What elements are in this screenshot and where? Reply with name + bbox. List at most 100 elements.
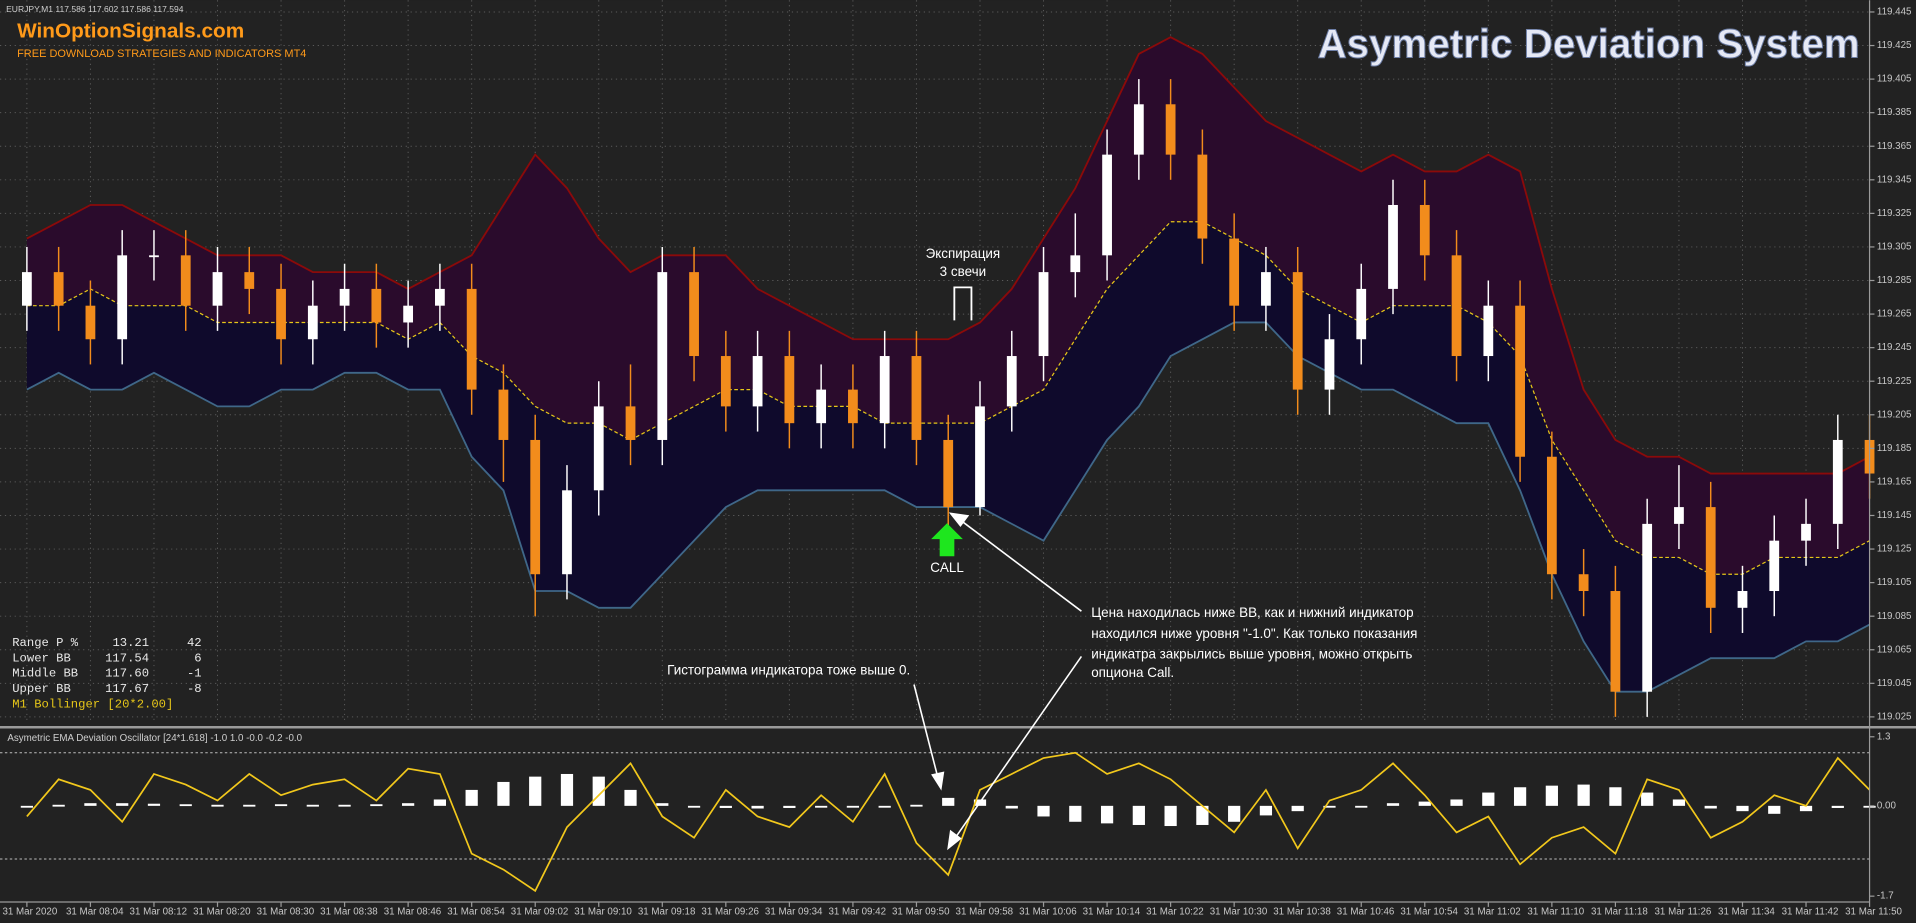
histogram-bar [1672, 799, 1686, 806]
arrow [952, 655, 1083, 842]
candle-body [879, 356, 890, 424]
y-tick-label: 119.245 [1877, 342, 1912, 353]
histogram-bar [1799, 805, 1813, 812]
x-tick-label: 31 Mar 09:50 [892, 906, 950, 917]
x-tick-label: 31 Mar 08:20 [193, 906, 251, 917]
histogram-bar [1259, 805, 1273, 816]
candle-body [1515, 305, 1525, 457]
candle-body [1832, 439, 1843, 524]
info-label: Upper BB [12, 682, 71, 696]
y-tick-label: 119.325 [1877, 208, 1912, 219]
call-arrow [931, 523, 963, 557]
y-tick-label: 119.225 [1877, 376, 1912, 387]
histogram-bar [1482, 792, 1495, 806]
histogram-bar [338, 804, 351, 807]
histogram-bar [1736, 805, 1749, 812]
candle-body [1102, 154, 1112, 256]
candle-body [1483, 305, 1494, 357]
candle-body [1261, 272, 1271, 306]
histogram-bar [878, 805, 891, 808]
histogram-bar [624, 789, 637, 806]
histogram-bar [719, 805, 732, 808]
explanation-line: индикатра закрылись выше уровня, можно о… [1091, 647, 1412, 662]
histogram-bar [910, 804, 923, 807]
candle-body [689, 272, 699, 357]
x-tick-label: 31 Mar 08:12 [130, 906, 188, 917]
axes [0, 0, 1916, 903]
x-tick-label: 31 Mar 08:38 [320, 906, 378, 917]
info-change: -8 [187, 682, 202, 696]
candle-body [657, 272, 668, 440]
x-tick-label: 31 Mar 09:18 [638, 906, 696, 917]
expiration-bracket [953, 286, 973, 321]
candle-body [530, 439, 541, 575]
candle-body [435, 288, 445, 306]
candle-body [117, 255, 128, 340]
histogram-bar [1418, 801, 1431, 806]
x-tick-label: 31 Mar 09:26 [701, 906, 759, 917]
info-label: Middle BB [12, 667, 78, 681]
x-tick-label: 31 Mar 11:42 [1782, 906, 1839, 917]
x-tick-label: 31 Mar 11:50 [1845, 906, 1902, 917]
candle-body [784, 356, 795, 424]
histogram-bar [370, 804, 383, 807]
candle-body [1133, 104, 1144, 155]
y-tick-label: 119.365 [1877, 141, 1912, 152]
candle-body [625, 406, 636, 440]
histogram-bar [402, 803, 415, 806]
candle-body [848, 389, 858, 424]
histogram-bar [1545, 785, 1558, 806]
candle-body [562, 490, 572, 575]
title: Asymetric Deviation System [1318, 20, 1860, 66]
candle-body [1546, 456, 1557, 575]
candle-body [1610, 591, 1621, 692]
x-tick-label: 31 Mar 09:10 [574, 906, 632, 917]
x-tick-label: 31 Mar 10:14 [1083, 906, 1141, 917]
candle-body [1578, 574, 1589, 592]
histogram-bar [1355, 805, 1368, 808]
x-tick-label: 31 Mar 11:10 [1527, 906, 1584, 917]
x-tick-label: 31 Mar 10:46 [1337, 906, 1395, 917]
histogram-bar [1037, 805, 1050, 817]
oscillator-panel [0, 751, 1876, 893]
band-fill-upper [26, 37, 1870, 575]
arrow-head [931, 771, 945, 791]
histogram-bar [84, 803, 97, 806]
histogram-bar [1831, 805, 1844, 808]
x-tick-label: 31 Mar 11:02 [1464, 906, 1521, 917]
arrow-head [948, 512, 970, 527]
x-tick-label: 31 Mar 11:18 [1591, 906, 1648, 917]
tagline: FREE DOWNLOAD STRATEGIES AND INDICATORS … [17, 48, 306, 60]
histogram-bar [1228, 805, 1241, 822]
candle-body [371, 288, 382, 323]
candle-body [1070, 255, 1081, 273]
histogram-bar [846, 805, 860, 808]
x-tick-label: 31 Mar 11:34 [1718, 906, 1775, 917]
candle-body [720, 356, 731, 407]
x-tick-label: 31 Mar 10:30 [1210, 906, 1268, 917]
candle-body [1038, 272, 1049, 357]
x-tick-label: 31 Mar 10:54 [1400, 906, 1458, 917]
x-tick-label: 31 Mar 10:22 [1146, 906, 1204, 917]
histogram-bar [116, 803, 129, 806]
histogram-bar [1164, 805, 1177, 827]
candle-body [1006, 356, 1017, 407]
candle-body [975, 406, 985, 508]
x-tick-label: 31 Mar 10:06 [1019, 906, 1077, 917]
candle-body [180, 255, 191, 306]
y-tick-label: 119.065 [1877, 644, 1912, 655]
histogram-bar [179, 804, 192, 807]
y-tick-label: 119.305 [1877, 242, 1912, 253]
histogram-bar [465, 789, 478, 806]
x-tick-label: 31 Mar 09:02 [511, 906, 569, 917]
histogram-bar [52, 804, 65, 807]
histogram-note: Гистограмма индикатора тоже выше 0. [667, 663, 910, 678]
x-tick-label: 31 Mar 11:26 [1655, 906, 1712, 917]
y-tick-label: 119.405 [1877, 74, 1912, 85]
y-tick-label: 119.165 [1877, 476, 1912, 487]
histogram-bar [783, 805, 796, 808]
y-tick-label: 119.345 [1877, 174, 1912, 185]
histogram-bar [529, 776, 542, 806]
info-value: 13.21 [112, 636, 149, 650]
candle-body [149, 255, 159, 258]
